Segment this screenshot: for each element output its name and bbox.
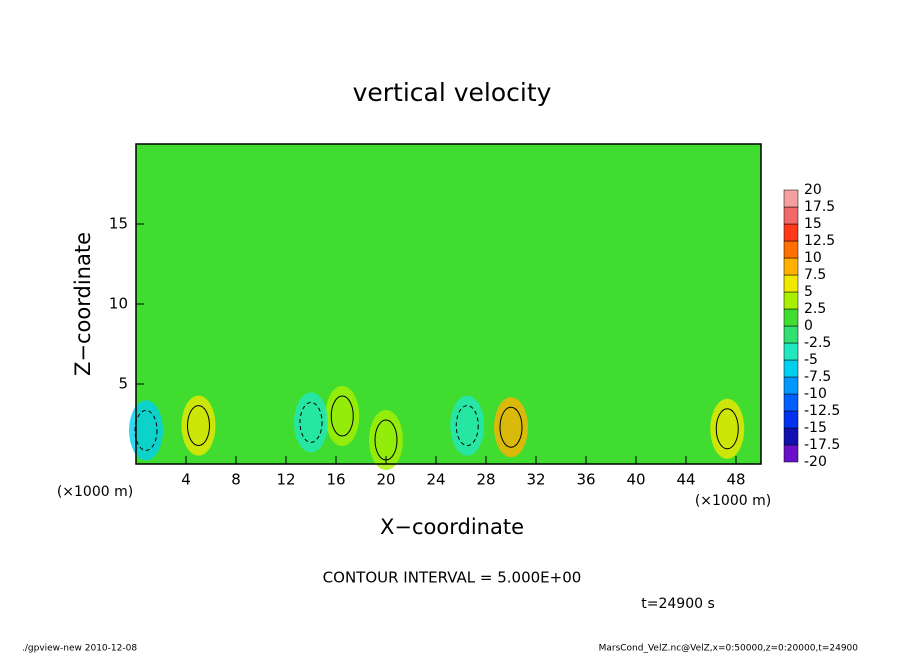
time-label: t=24900 s — [641, 596, 715, 612]
contour-line — [455, 405, 479, 447]
colorbar-label: -15 — [804, 420, 827, 436]
x-tick-label: 4 — [181, 471, 191, 489]
x-tick-label: 36 — [576, 471, 595, 489]
field-peak — [325, 386, 360, 446]
colorbar-box — [783, 325, 799, 344]
colorbar-label: -20 — [804, 454, 827, 470]
field-peak — [450, 395, 485, 456]
field-peak — [494, 397, 528, 458]
colorbar-label: -7.5 — [804, 369, 831, 385]
colorbar-label: 12.5 — [804, 233, 835, 249]
colorbar-box — [783, 427, 799, 446]
footer-right: MarsCond_VelZ.nc@VelZ,x=0:50000,z=0:2000… — [599, 644, 859, 654]
colorbar-label: -10 — [804, 386, 827, 402]
colorbar-label: -5 — [804, 352, 818, 368]
x-tick-label: 20 — [376, 471, 395, 489]
x-tick-label: 32 — [526, 471, 545, 489]
footer-left: ./gpview-new 2010-12-08 — [22, 644, 137, 654]
colorbar-box — [783, 240, 799, 259]
colorbar-box — [783, 223, 799, 242]
y-unit: (×1000 m) — [57, 484, 133, 500]
annotation: CONTOUR INTERVAL = 5.000E+00 — [323, 569, 582, 587]
colorbar-label: 10 — [804, 250, 822, 266]
y-tick-label: 15 — [109, 215, 128, 233]
colorbar-box — [783, 308, 799, 327]
contour-line — [715, 408, 739, 450]
field-peak — [294, 392, 328, 453]
colorbar-box — [783, 342, 799, 361]
x-axis-label: X−coordinate — [380, 515, 524, 539]
x-tick-label: 24 — [426, 471, 445, 489]
field-peak — [710, 398, 745, 459]
x-tick-label: 16 — [326, 471, 345, 489]
colorbar-label: 7.5 — [804, 267, 826, 283]
colorbar-box — [783, 376, 799, 395]
colorbar-label: -12.5 — [804, 403, 840, 419]
colorbar-box — [783, 257, 799, 276]
x-tick-label: 28 — [476, 471, 495, 489]
colorbar-label: 17.5 — [804, 199, 835, 215]
field-peak — [181, 395, 216, 456]
contour-line — [299, 401, 323, 443]
contour-line — [134, 409, 158, 451]
colorbar-label: 5 — [804, 284, 813, 300]
x-tick-label: 44 — [676, 471, 695, 489]
colorbar-label: 20 — [804, 182, 822, 198]
contour-line — [499, 406, 523, 448]
colorbar-label: -17.5 — [804, 437, 840, 453]
colorbar-box — [783, 291, 799, 310]
colorbar-label: -2.5 — [804, 335, 831, 351]
chart-title: vertical velocity — [353, 78, 552, 107]
x-tick-label: 12 — [276, 471, 295, 489]
colorbar-box — [783, 274, 799, 293]
y-tick-label: 5 — [118, 375, 128, 393]
colorbar-box — [783, 206, 799, 225]
colorbar-box — [783, 359, 799, 378]
colorbar-box — [783, 189, 799, 208]
colorbar-label: 2.5 — [804, 301, 826, 317]
contour-line — [187, 405, 210, 447]
colorbar-label: 0 — [804, 318, 813, 334]
field-peak — [129, 400, 163, 461]
x-unit: (×1000 m) — [695, 493, 771, 509]
y-axis-label: Z−coordinate — [71, 232, 95, 376]
x-tick-label: 8 — [231, 471, 241, 489]
x-tick-label: 48 — [726, 471, 745, 489]
colorbar-label: 15 — [804, 216, 822, 232]
colorbar-box — [783, 410, 799, 429]
x-tick-label: 40 — [626, 471, 645, 489]
field-peak — [369, 410, 403, 470]
field-background — [136, 144, 761, 464]
colorbar-box — [783, 444, 799, 463]
contour-line — [330, 395, 354, 437]
y-tick-label: 10 — [109, 295, 128, 313]
colorbar-box — [783, 393, 799, 412]
